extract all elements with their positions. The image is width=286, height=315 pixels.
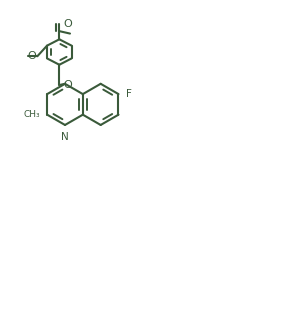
Text: N: N (61, 132, 69, 142)
Text: O: O (27, 51, 36, 61)
Text: F: F (126, 89, 132, 99)
Text: O: O (63, 19, 72, 29)
Text: CH₃: CH₃ (23, 110, 40, 119)
Text: O: O (63, 80, 72, 90)
